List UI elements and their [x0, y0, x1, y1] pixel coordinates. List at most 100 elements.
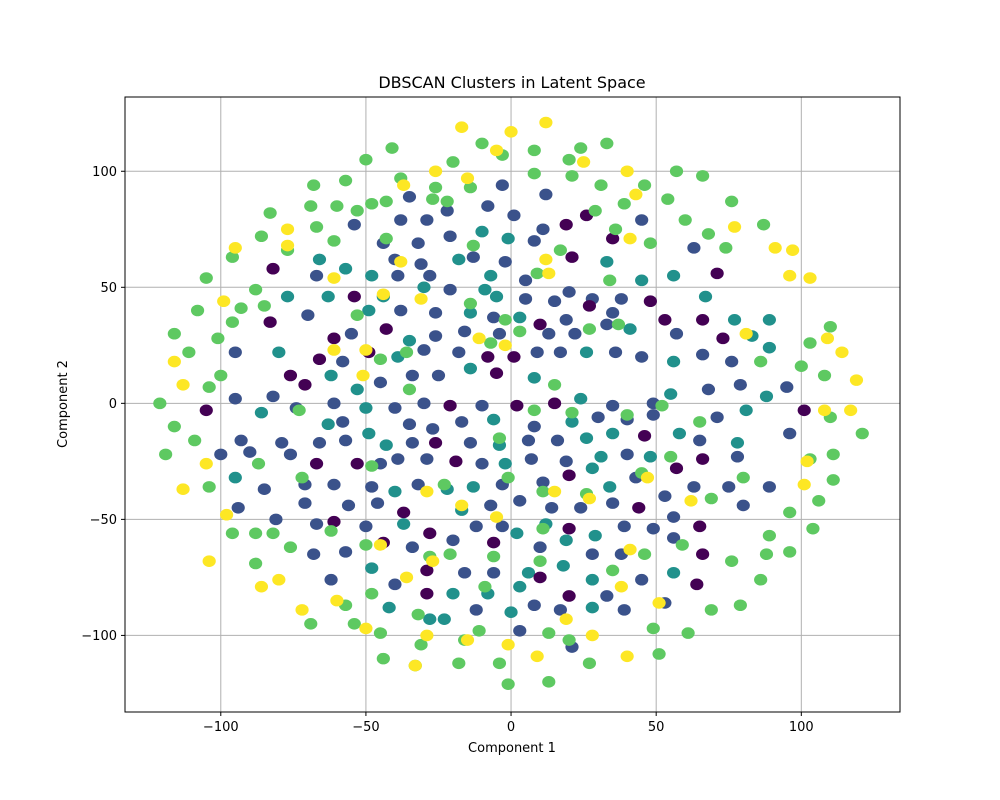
data-point-mark	[661, 195, 671, 205]
data-point-mark	[502, 474, 511, 483]
data-point	[440, 195, 454, 208]
data-point	[365, 460, 379, 472]
data-point-mark	[339, 437, 349, 446]
data-point-mark	[566, 253, 575, 263]
data-point	[617, 197, 631, 210]
data-point-mark	[513, 627, 523, 636]
data-point-mark	[421, 455, 430, 465]
data-point	[527, 599, 541, 612]
data-point	[527, 372, 541, 384]
data-point	[606, 232, 620, 245]
data-point-mark	[615, 583, 624, 592]
data-point-mark	[505, 608, 514, 618]
data-point	[565, 251, 579, 263]
data-point	[484, 499, 498, 512]
data-point	[359, 539, 373, 551]
data-point-mark	[455, 502, 465, 511]
data-point-mark	[670, 330, 680, 339]
data-point-mark	[429, 332, 439, 342]
data-point-mark	[499, 460, 508, 469]
data-point-mark	[380, 198, 389, 207]
data-point	[696, 170, 710, 182]
data-point	[373, 539, 388, 551]
data-point	[254, 230, 269, 243]
data-point	[452, 346, 466, 359]
data-point-mark	[502, 641, 511, 650]
data-point	[202, 555, 216, 567]
data-point	[228, 392, 242, 405]
data-point-mark	[763, 344, 772, 353]
data-point	[547, 485, 562, 498]
data-point-mark	[513, 583, 523, 592]
data-point-mark	[426, 195, 436, 205]
data-point	[309, 269, 324, 282]
data-point-mark	[496, 522, 505, 532]
data-point-mark	[508, 211, 517, 221]
data-point	[231, 501, 245, 514]
data-point	[492, 657, 507, 670]
data-point	[446, 587, 460, 600]
data-point	[228, 471, 242, 484]
data-point-mark	[583, 495, 593, 504]
data-point-mark	[183, 348, 192, 358]
data-point	[835, 346, 849, 359]
data-point	[669, 165, 684, 178]
data-point	[693, 520, 707, 533]
data-point-mark	[365, 564, 375, 574]
data-point-mark	[365, 200, 375, 209]
data-point	[321, 290, 335, 303]
data-point	[214, 448, 228, 461]
data-point-mark	[383, 604, 392, 613]
data-point	[249, 283, 263, 296]
data-point-mark	[624, 235, 633, 244]
data-point-mark	[313, 355, 323, 365]
data-point	[594, 179, 608, 191]
data-point	[443, 548, 457, 560]
data-point-mark	[389, 404, 398, 413]
data-point	[228, 346, 242, 359]
data-point-mark	[229, 244, 238, 253]
data-point	[443, 230, 457, 243]
data-point-mark	[548, 399, 558, 409]
data-point-mark	[586, 604, 595, 613]
data-point	[350, 309, 364, 321]
data-point	[582, 323, 597, 335]
data-point	[556, 559, 570, 572]
data-point-mark	[380, 235, 389, 244]
data-point-mark	[249, 560, 259, 569]
data-point	[652, 597, 666, 609]
data-point-mark	[548, 381, 558, 390]
data-point	[716, 332, 730, 345]
data-point	[330, 594, 344, 607]
data-point	[666, 566, 681, 579]
data-point	[730, 450, 745, 463]
data-point	[553, 346, 567, 359]
data-point	[405, 436, 419, 449]
data-point-mark	[728, 316, 738, 325]
data-point-mark	[418, 283, 427, 293]
data-point	[501, 471, 515, 484]
data-point	[283, 448, 298, 461]
data-point-mark	[574, 144, 584, 154]
data-point-mark	[760, 392, 770, 402]
data-point	[251, 457, 266, 470]
data-point-mark	[606, 430, 616, 439]
data-point-mark	[365, 272, 375, 281]
data-point-mark	[693, 418, 703, 427]
data-point	[199, 272, 213, 284]
data-point-mark	[421, 632, 430, 641]
data-point-mark	[542, 269, 552, 279]
data-point-mark	[284, 450, 294, 460]
data-point-mark	[493, 434, 503, 444]
data-point	[359, 622, 373, 635]
data-point	[722, 481, 736, 493]
data-point	[565, 416, 579, 428]
data-point-mark	[824, 323, 833, 332]
data-point-mark	[682, 629, 691, 639]
data-point	[783, 269, 797, 282]
data-point-mark	[302, 311, 311, 321]
data-point-mark	[377, 290, 386, 300]
data-point-mark	[386, 144, 395, 154]
data-point-mark	[609, 225, 619, 235]
data-point	[684, 495, 698, 507]
